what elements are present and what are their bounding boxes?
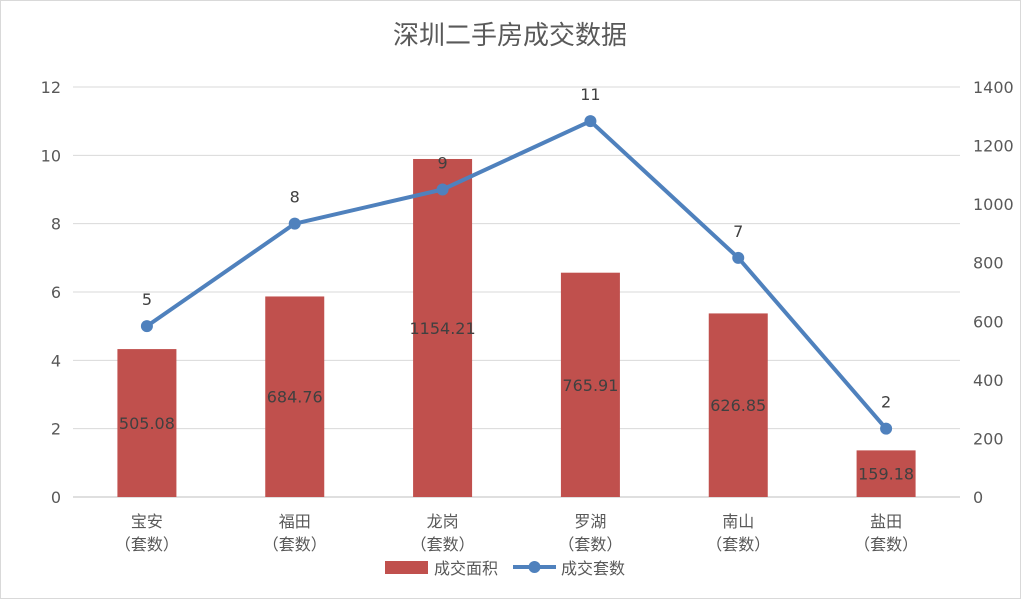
bar-data-label: 626.85	[710, 396, 766, 415]
bar	[117, 349, 177, 497]
legend-label: 成交套数	[561, 559, 625, 578]
line-data-label: 5	[142, 290, 152, 309]
y-left-tick-label: 6	[51, 283, 61, 302]
x-tick-label: 盐田	[870, 512, 902, 531]
x-tick-label: （套数）	[263, 535, 327, 554]
bar-data-label: 505.08	[119, 414, 175, 433]
y-left-tick-label: 12	[41, 78, 61, 97]
line-data-label: 9	[437, 154, 447, 173]
line-point	[584, 115, 597, 128]
line-data-label: 8	[290, 188, 300, 207]
x-tick-label: 南山	[722, 512, 754, 531]
bar-data-label: 159.18	[858, 465, 914, 484]
y-left-tick-label: 0	[51, 488, 61, 507]
bar	[708, 313, 768, 497]
x-tick-label: （套数）	[115, 535, 179, 554]
line-point	[288, 217, 301, 230]
legend-swatch-marker	[528, 561, 541, 573]
x-tick-label: 罗湖	[574, 512, 606, 531]
y-right-tick-label: 1400	[973, 78, 1014, 97]
y-right-tick-label: 800	[973, 254, 1004, 273]
y-left-tick-label: 8	[51, 215, 61, 234]
y-right-tick-label: 1000	[973, 195, 1014, 214]
bar	[856, 450, 916, 497]
bar	[413, 158, 473, 497]
x-tick-label: （套数）	[854, 535, 918, 554]
y-left-tick-label: 10	[41, 146, 61, 165]
line-point	[140, 320, 153, 333]
y-right-tick-label: 400	[973, 371, 1004, 390]
bar-data-label: 684.76	[267, 388, 323, 407]
x-tick-label: 福田	[279, 512, 311, 531]
line-point	[436, 183, 449, 196]
x-tick-label: （套数）	[558, 535, 622, 554]
line-data-label: 11	[580, 85, 600, 104]
x-tick-label: 宝安	[131, 512, 163, 531]
bar	[560, 272, 620, 497]
y-right-tick-label: 600	[973, 312, 1004, 331]
x-tick-label: （套数）	[706, 535, 770, 554]
x-tick-label: 龙岗	[427, 512, 459, 531]
chart-title: 深圳二手房成交数据	[393, 21, 627, 51]
legend-label: 成交面积	[434, 559, 498, 578]
bar-data-label: 1154.21	[409, 319, 475, 338]
line-series	[144, 119, 889, 431]
bar	[265, 296, 325, 497]
y-right-tick-label: 200	[973, 429, 1004, 448]
y-right-tick-label: 0	[973, 488, 983, 507]
x-tick-label: （套数）	[411, 535, 475, 554]
line-data-label: 2	[881, 393, 891, 412]
line-point	[732, 251, 745, 264]
y-right-tick-label: 1200	[973, 137, 1014, 156]
legend-swatch-bar	[385, 561, 428, 574]
line-point	[880, 422, 893, 435]
bar-data-label: 765.91	[562, 376, 618, 395]
y-left-tick-label: 2	[51, 420, 61, 439]
line-data-label: 7	[733, 222, 743, 241]
y-left-tick-label: 4	[51, 351, 61, 370]
